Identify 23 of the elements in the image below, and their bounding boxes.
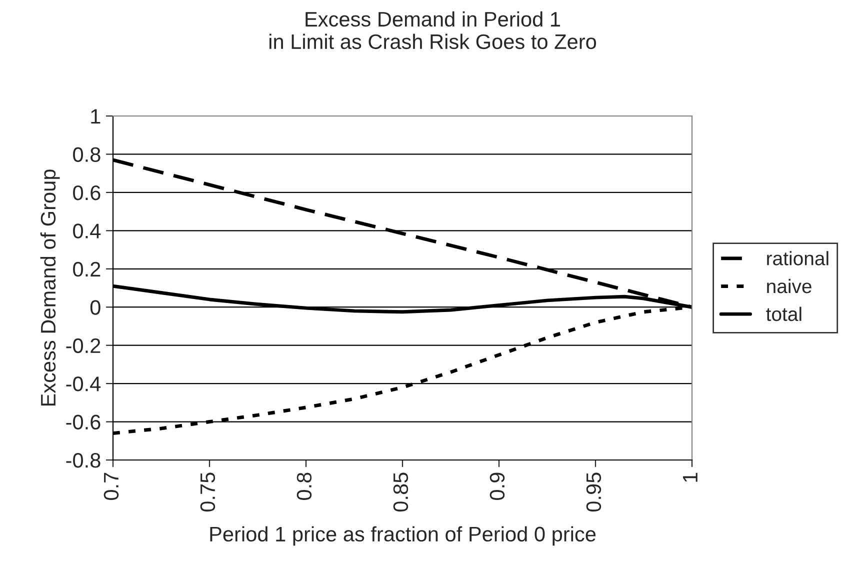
y-tick-label: -0.6 (66, 414, 100, 430)
x-axis-title: Period 1 price as fraction of Period 0 price (210, 526, 596, 546)
x-tick-label: 0.95 (586, 472, 602, 512)
y-tick-label: 1 (91, 109, 100, 124)
y-tick-label: 0.6 (73, 185, 100, 200)
y-tick-label: 0.8 (73, 147, 100, 162)
y-tick-label: -0.4 (66, 376, 101, 392)
y-tick-label: 0 (90, 300, 100, 315)
x-tick-label: 0.8 (296, 472, 312, 500)
chart-title: Excess Demand in Period 1 in Limit as Crash Risk Goes to Zero (270, 11, 596, 50)
legend-label: rational (767, 251, 828, 266)
x-tick-label: 0.7 (104, 472, 119, 500)
y-tick-label: -0.2 (66, 338, 100, 354)
x-tick-label: 0.9 (490, 472, 505, 500)
y-tick-label: -0.8 (66, 453, 100, 468)
x-tick-label: 1 (683, 472, 698, 482)
x-tick-label: 0.75 (200, 472, 216, 512)
x-tick-label: 0.85 (393, 472, 408, 512)
y-axis-title: Excess Demand of Group (40, 170, 60, 406)
y-tick-label: 0.2 (73, 262, 100, 277)
legend-label: naive (767, 278, 812, 294)
legend-label: total (766, 306, 802, 322)
y-tick-label: 0.4 (73, 224, 101, 238)
